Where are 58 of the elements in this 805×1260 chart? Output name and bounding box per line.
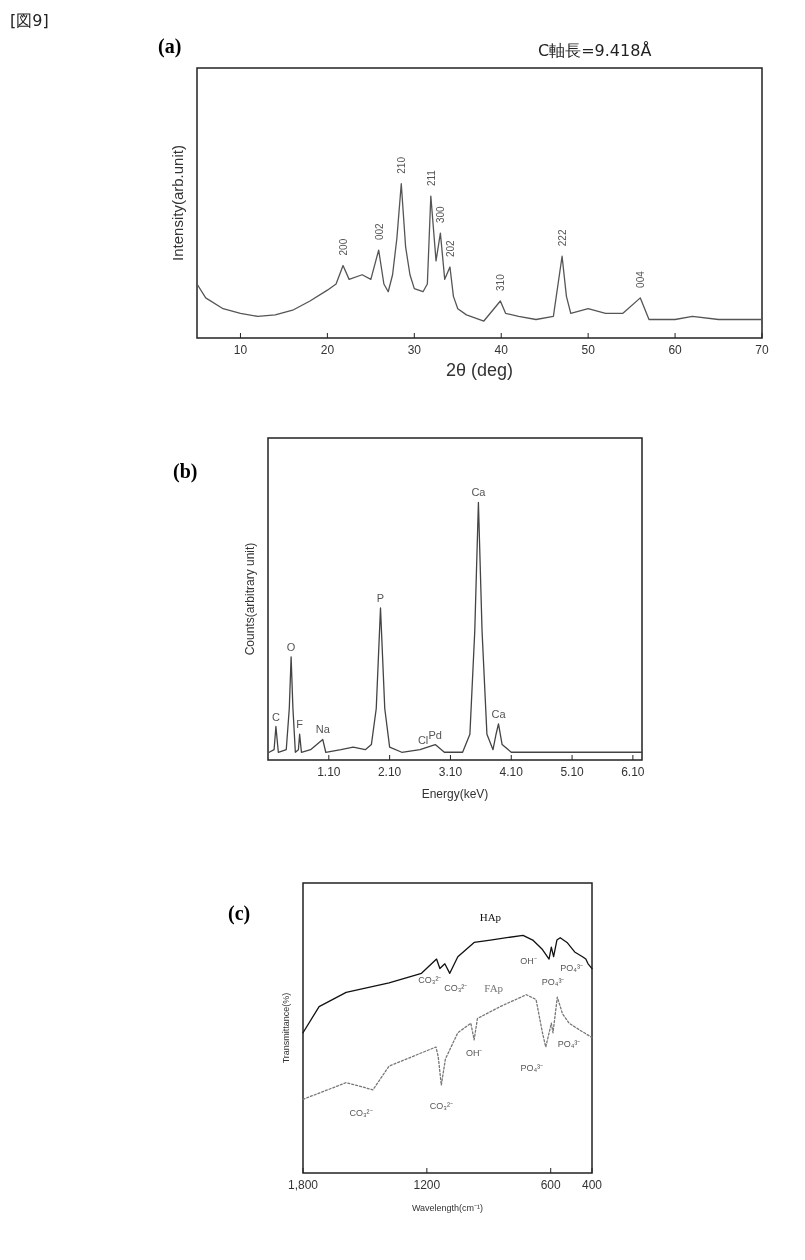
- y-axis-title: Transmittance(%): [281, 992, 291, 1064]
- annotation: 211: [425, 169, 437, 187]
- annotation: CO₃²⁻: [444, 983, 468, 994]
- x-axis-title: 2θ (deg): [445, 360, 514, 380]
- x-tick-label: 4.10: [499, 765, 524, 779]
- annotation: OH⁻: [465, 1047, 483, 1058]
- series-label: FAp: [484, 982, 504, 995]
- annotation: 210: [396, 156, 408, 174]
- annotation: P: [376, 592, 385, 605]
- annotation: Pd: [428, 728, 442, 741]
- annotation: PO₄³⁻: [520, 1063, 544, 1074]
- x-tick-label: 30: [407, 343, 422, 357]
- annotation: 202: [444, 239, 456, 258]
- annotation: CO₃²⁻: [418, 974, 442, 985]
- x-tick-label: 3.10: [438, 765, 463, 779]
- annotation: C: [271, 710, 280, 723]
- annotation: Na: [315, 723, 331, 736]
- x-tick-label: 600: [540, 1178, 562, 1192]
- x-tick-label: 50: [581, 343, 596, 357]
- annotation: CO₃²⁻: [429, 1101, 453, 1112]
- annotation: 200: [338, 238, 350, 256]
- x-axis-title: Wavelength(cm⁻¹): [411, 1203, 484, 1213]
- text: [図9]: [10, 11, 49, 30]
- annotation: PO₄³⁻: [557, 1038, 581, 1049]
- x-tick-label: 10: [233, 343, 248, 357]
- annotation: Ca: [471, 486, 487, 499]
- chart-title: (a): [158, 35, 182, 58]
- series-label: HAp: [479, 911, 502, 924]
- y-axis-title: Intensity(arb.unit): [169, 145, 186, 261]
- x-tick-label: 40: [494, 343, 509, 357]
- annotation: CO₃²⁻: [349, 1107, 373, 1118]
- annotation: 300: [435, 205, 447, 224]
- annotation: O: [286, 640, 296, 653]
- x-tick-label: 1,800: [287, 1178, 319, 1192]
- x-tick-label: 2.10: [377, 765, 402, 779]
- text: C軸長=9.418Å: [538, 41, 652, 60]
- x-axis-title: Energy(keV): [421, 787, 489, 801]
- annotation: PO₄³⁻: [541, 977, 565, 988]
- x-tick-label: 5.10: [560, 765, 585, 779]
- annotation: OH⁻: [520, 955, 537, 966]
- y-axis-title: Counts(arbitrary unit): [243, 542, 257, 656]
- x-tick-label: 1.10: [317, 765, 341, 779]
- x-tick-label: 60: [668, 343, 683, 357]
- chart-title: (c): [228, 902, 251, 925]
- annotation: 222: [557, 229, 569, 247]
- annotation: 310: [495, 273, 507, 291]
- x-tick-label: 70: [755, 343, 769, 357]
- x-tick-label: 20: [320, 343, 335, 357]
- x-tick-label: 1200: [413, 1178, 441, 1192]
- annotation: Ca: [491, 707, 507, 720]
- annotation: Cl: [417, 733, 429, 746]
- annotation: F: [296, 718, 304, 731]
- annotation: 004: [635, 270, 647, 288]
- x-tick-label: 400: [581, 1178, 603, 1192]
- x-tick-label: 6.10: [621, 765, 645, 779]
- chart-title: (b): [173, 460, 198, 483]
- annotation: 002: [373, 222, 385, 241]
- annotation: PO₄³⁻: [560, 962, 583, 973]
